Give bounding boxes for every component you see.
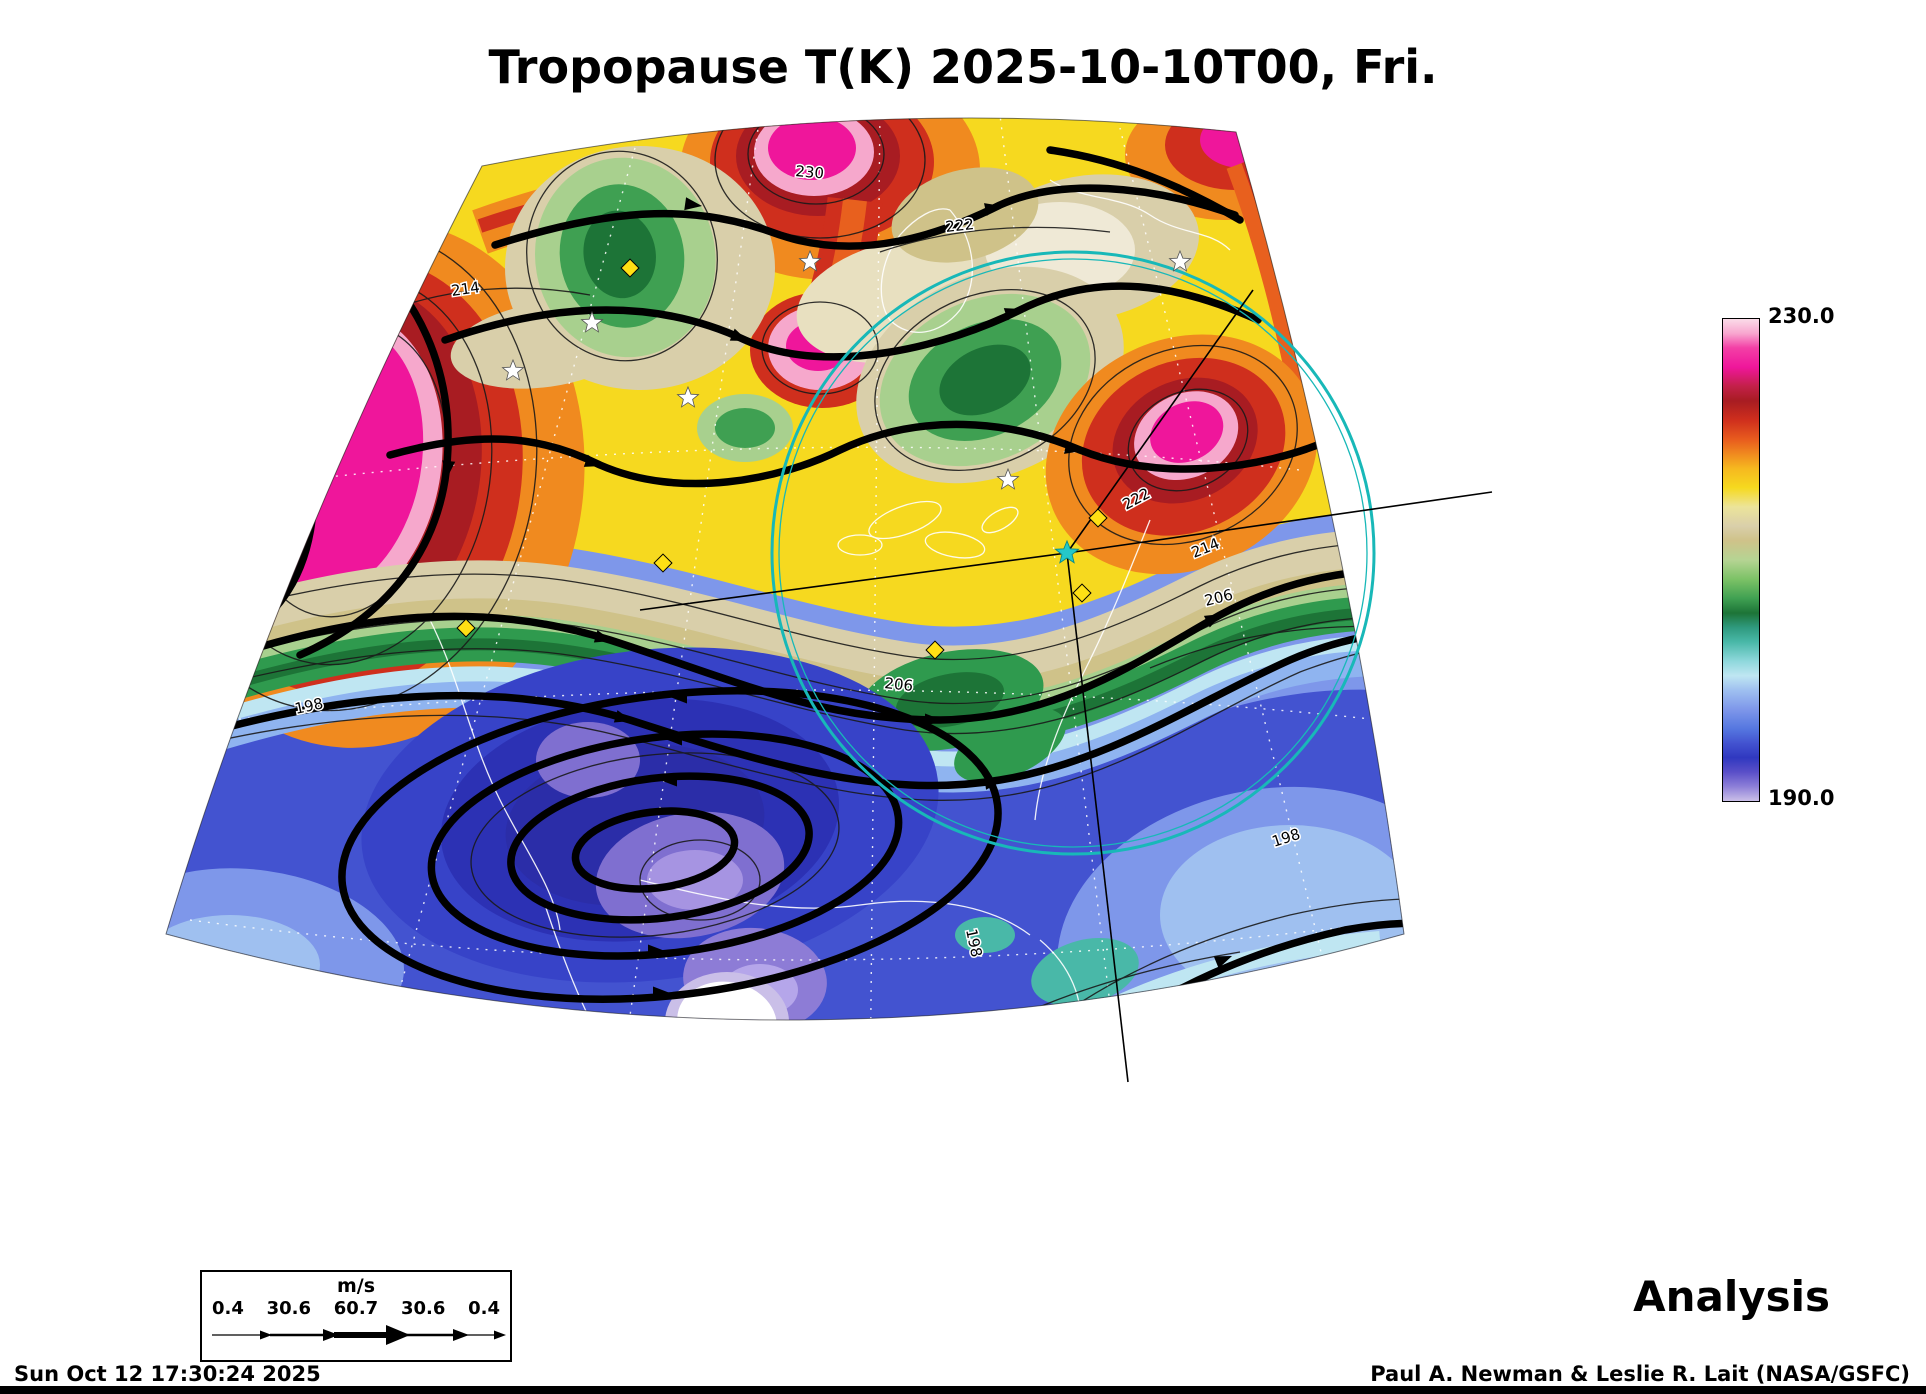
wind-arrows-scale xyxy=(212,1325,506,1345)
flight-track-line xyxy=(639,552,1068,611)
credit-line: Paul A. Newman & Leslie R. Lait (NASA/GS… xyxy=(1370,1362,1910,1386)
colorbar-min-label: 190.0 xyxy=(1768,786,1835,810)
colorbar xyxy=(1722,318,1760,802)
large-arrow-icon xyxy=(386,1325,410,1345)
small-arrow-icon xyxy=(494,1330,506,1340)
wind-units-label: m/s xyxy=(336,1275,376,1297)
wind-speed-values: 0.4 30.6 60.7 30.6 0.4 xyxy=(202,1298,510,1319)
contour-label: 222 xyxy=(945,215,975,236)
temperature-field xyxy=(166,117,1404,1020)
map-boundary xyxy=(165,117,1405,1021)
wind-value: 0.4 xyxy=(212,1298,244,1319)
range-ring-inner xyxy=(778,258,1368,848)
wind-value: 30.6 xyxy=(266,1298,312,1319)
generated-timestamp: Sun Oct 12 17:30:24 2025 xyxy=(14,1362,321,1386)
contour-label: 198 xyxy=(293,694,325,718)
range-ring xyxy=(770,250,1376,856)
wind-value: 30.6 xyxy=(400,1298,446,1319)
overlay-annotations xyxy=(639,250,1493,1083)
bottom-bar xyxy=(0,1386,1926,1394)
wind-value: 0.4 xyxy=(468,1298,500,1319)
contour-label: 206 xyxy=(884,674,914,695)
wind-value: 60.7 xyxy=(333,1298,379,1319)
flight-track-line xyxy=(1066,491,1493,554)
analysis-label: Analysis xyxy=(1633,1272,1830,1321)
track-lines xyxy=(639,289,1493,1083)
medium-arrow-icon xyxy=(323,1329,339,1341)
colorbar-max-label: 230.0 xyxy=(1768,304,1835,328)
contour-label: 230 xyxy=(795,162,825,182)
medium-arrow-icon xyxy=(453,1329,469,1341)
wind-scale-legend: m/s 0.4 30.6 60.7 30.6 0.4 xyxy=(200,1270,512,1362)
small-arrow-icon xyxy=(260,1330,272,1340)
plot-title: Tropopause T(K) 2025-10-10T00, Fri. xyxy=(488,40,1438,94)
flight-track-line xyxy=(1066,552,1129,1083)
